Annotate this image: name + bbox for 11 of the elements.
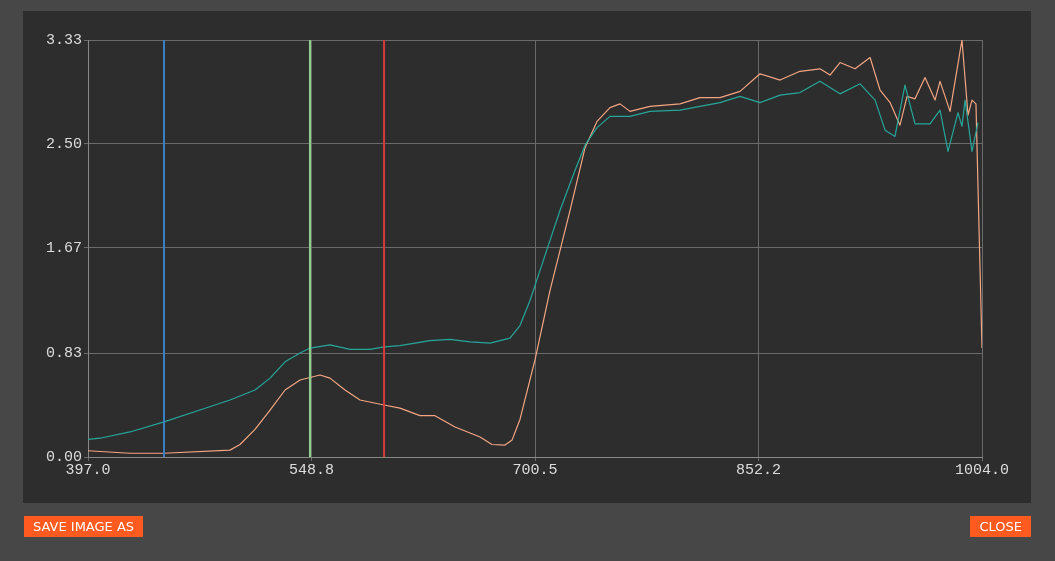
- x-tick-label: 700.5: [512, 461, 558, 479]
- y-tick-label: 0.83: [45, 345, 82, 363]
- x-tick-label: 397.0: [65, 461, 111, 479]
- x-tick-label: 1004.0: [954, 461, 1010, 479]
- y-tick-label: 2.50: [45, 135, 82, 153]
- y-tick-label: 1.67: [45, 239, 82, 257]
- close-button[interactable]: CLOSE: [970, 516, 1031, 537]
- x-tick-label: 548.8: [289, 461, 335, 479]
- save-image-button[interactable]: SAVE IMAGE AS: [24, 516, 144, 537]
- x-tick-label: 852.2: [735, 461, 781, 479]
- y-tick-label: 3.33: [45, 31, 82, 49]
